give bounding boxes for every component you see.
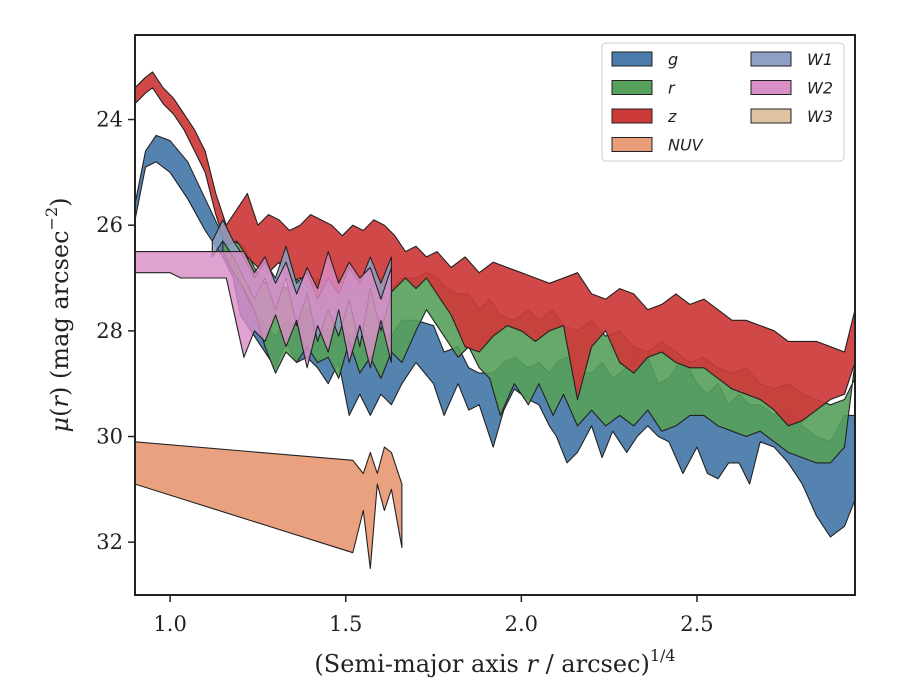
legend-swatch-nuv xyxy=(611,137,653,152)
band-w2 xyxy=(135,251,392,369)
x-axis-label-var: r xyxy=(526,650,539,678)
x-axis-label-part-1: (Semi-major axis xyxy=(314,650,526,678)
y-axis-label-close: ) xyxy=(46,197,74,206)
plot-area xyxy=(135,71,855,570)
y-tick-label: 32 xyxy=(96,530,123,554)
y-axis-label: μ(r) (mag arcsec−2) xyxy=(42,197,74,432)
x-tick-label: 2.5 xyxy=(680,612,713,636)
legend-label-nuv: NUV xyxy=(668,136,704,155)
legend-swatch-r xyxy=(611,80,653,95)
legend-label-w3: W3 xyxy=(807,107,833,126)
x-axis-label-exponent: 1/4 xyxy=(650,646,676,665)
axis-ticks: 1.0 1.5 2.0 2.5 24 26 28 30 32 xyxy=(96,108,713,636)
legend-swatch-w1 xyxy=(750,51,792,67)
legend-label-w1: W1 xyxy=(807,50,833,69)
x-tick-label: 1.0 xyxy=(153,612,186,636)
legend-box xyxy=(601,42,845,162)
legend-label-w2: W2 xyxy=(807,79,833,98)
y-tick-label: 26 xyxy=(96,213,123,237)
x-axis-label: (Semi-major axis r / arcsec)1/4 xyxy=(314,646,675,678)
axes-frame xyxy=(134,34,856,596)
legend-swatch-w2 xyxy=(750,80,792,95)
y-axis-label-var: r xyxy=(46,395,74,408)
legend-swatch-z xyxy=(611,108,653,124)
x-tick-label: 1.5 xyxy=(329,612,362,636)
y-axis-label-unit: ) (mag arcsec xyxy=(46,230,74,396)
y-tick-label: 24 xyxy=(96,108,123,132)
y-tick-label: 28 xyxy=(96,319,123,343)
legend-swatch-g xyxy=(611,51,653,67)
legend-swatch-w3 xyxy=(750,108,792,124)
y-axis-label-mu: μ xyxy=(46,417,74,433)
band-nuv xyxy=(135,441,403,570)
y-tick-label: 30 xyxy=(96,425,123,449)
legend-label-g: g xyxy=(668,50,678,69)
legend-label-r: r xyxy=(668,79,676,98)
legend-label-z: z xyxy=(667,107,677,126)
x-axis-label-part-2: / arcsec) xyxy=(538,650,650,678)
x-tick-label: 2.0 xyxy=(505,612,538,636)
y-axis-label-paren: ( xyxy=(46,408,74,417)
y-axis-label-exponent: −2 xyxy=(42,207,61,231)
legend: grz NUV W1 W2 W3 xyxy=(601,42,845,162)
